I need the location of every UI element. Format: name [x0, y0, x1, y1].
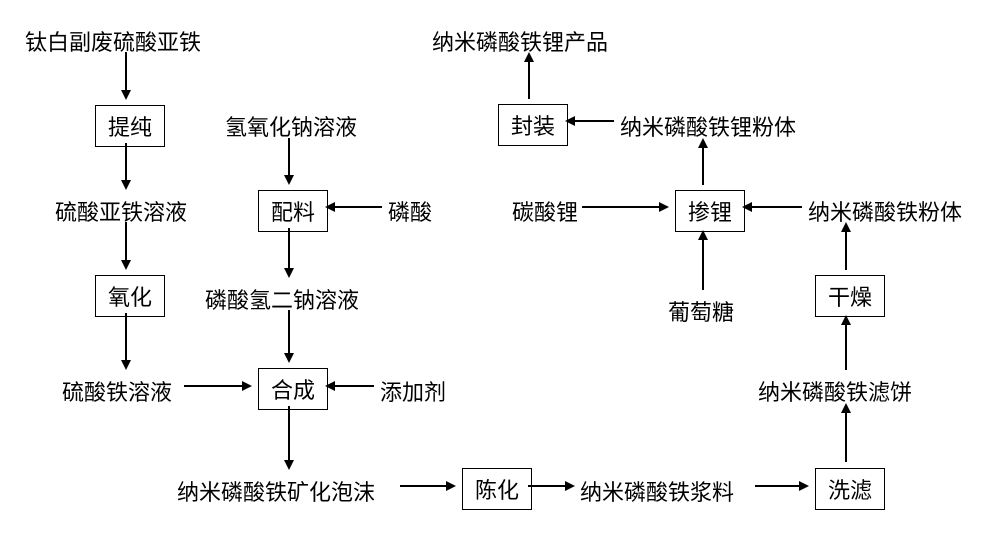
node-n11: 添加剂: [380, 375, 446, 407]
arrowhead-n14-n15: [799, 481, 809, 491]
arrowhead-n21-n19: [698, 230, 708, 240]
node-n16: 纳米磷酸铁滤饼: [758, 375, 912, 407]
arrowhead-n12-n13: [446, 481, 456, 491]
arrowhead-n10-n12: [284, 460, 294, 470]
arrow-n16-n17: [845, 325, 847, 370]
arrowhead-n18-n19: [742, 202, 752, 212]
arrowhead-n15-n16: [841, 403, 851, 413]
arrow-n13-n14: [528, 485, 565, 487]
arrowhead-n17-n18: [841, 222, 851, 232]
arrow-n20-n19: [582, 206, 659, 208]
node-n5: 硫酸铁溶液: [62, 375, 172, 407]
arrow-n21-n19: [702, 240, 704, 290]
arrow-n1-n2: [125, 52, 127, 90]
node-n7: 配料: [258, 190, 328, 232]
arrow-n5-n10: [184, 385, 242, 387]
arrowhead-n1-n2: [121, 90, 131, 100]
node-n10: 合成: [258, 368, 328, 410]
node-n3: 硫酸亚铁溶液: [55, 195, 187, 227]
arrowhead-n23-n24: [524, 52, 534, 62]
arrow-n7-n9: [288, 228, 290, 268]
node-n21: 葡萄糖: [668, 295, 734, 327]
arrowhead-n4-n5: [121, 360, 131, 370]
node-n14: 纳米磷酸铁浆料: [580, 475, 734, 507]
arrow-n6-n7: [288, 138, 290, 175]
arrowhead-n19-n22: [698, 138, 708, 148]
arrowhead-n3-n4: [121, 260, 131, 270]
arrowhead-n7-n9: [284, 268, 294, 278]
node-n2: 提纯: [95, 105, 165, 147]
arrow-n23-n24: [528, 62, 530, 99]
arrow-n10-n12: [288, 406, 290, 460]
arrow-n18-n19: [752, 206, 802, 208]
node-n4: 氧化: [95, 275, 165, 317]
arrow-n3-n4: [125, 222, 127, 260]
arrow-n22-n23: [575, 120, 614, 122]
node-n20: 碳酸锂: [512, 195, 578, 227]
arrow-n19-n22: [702, 148, 704, 185]
node-n23: 封装: [498, 104, 568, 146]
node-n9: 磷酸氢二钠溶液: [205, 283, 359, 315]
arrow-n8-n7: [335, 206, 382, 208]
arrow-n17-n18: [845, 232, 847, 270]
node-n24: 纳米磷酸铁锂产品: [432, 25, 608, 57]
node-n6: 氢氧化钠溶液: [225, 110, 357, 142]
node-n17: 干燥: [815, 275, 885, 317]
node-n1: 钛白副废硫酸亚铁: [25, 25, 201, 57]
node-n8: 磷酸: [388, 195, 432, 227]
arrow-n9-n10: [288, 310, 290, 353]
arrow-n14-n15: [755, 485, 799, 487]
node-n22: 纳米磷酸铁锂粉体: [620, 110, 796, 142]
arrow-n11-n10: [335, 385, 374, 387]
arrowhead-n2-n3: [121, 180, 131, 190]
arrowhead-n20-n19: [659, 202, 669, 212]
arrowhead-n8-n7: [325, 202, 335, 212]
arrow-n12-n13: [400, 485, 446, 487]
arrow-n15-n16: [845, 413, 847, 462]
arrowhead-n11-n10: [325, 381, 335, 391]
arrowhead-n9-n10: [284, 353, 294, 363]
arrowhead-n16-n17: [841, 315, 851, 325]
arrowhead-n5-n10: [242, 381, 252, 391]
arrowhead-n6-n7: [284, 175, 294, 185]
node-n15: 洗滤: [815, 468, 885, 510]
arrow-n2-n3: [125, 143, 127, 180]
node-n18: 纳米磷酸铁粉体: [808, 195, 962, 227]
arrowhead-n22-n23: [565, 116, 575, 126]
arrowhead-n13-n14: [565, 481, 575, 491]
arrow-n4-n5: [125, 313, 127, 360]
node-n19: 掺锂: [675, 190, 745, 232]
node-n12: 纳米磷酸铁矿化泡沫: [177, 475, 375, 507]
node-n13: 陈化: [462, 468, 532, 510]
